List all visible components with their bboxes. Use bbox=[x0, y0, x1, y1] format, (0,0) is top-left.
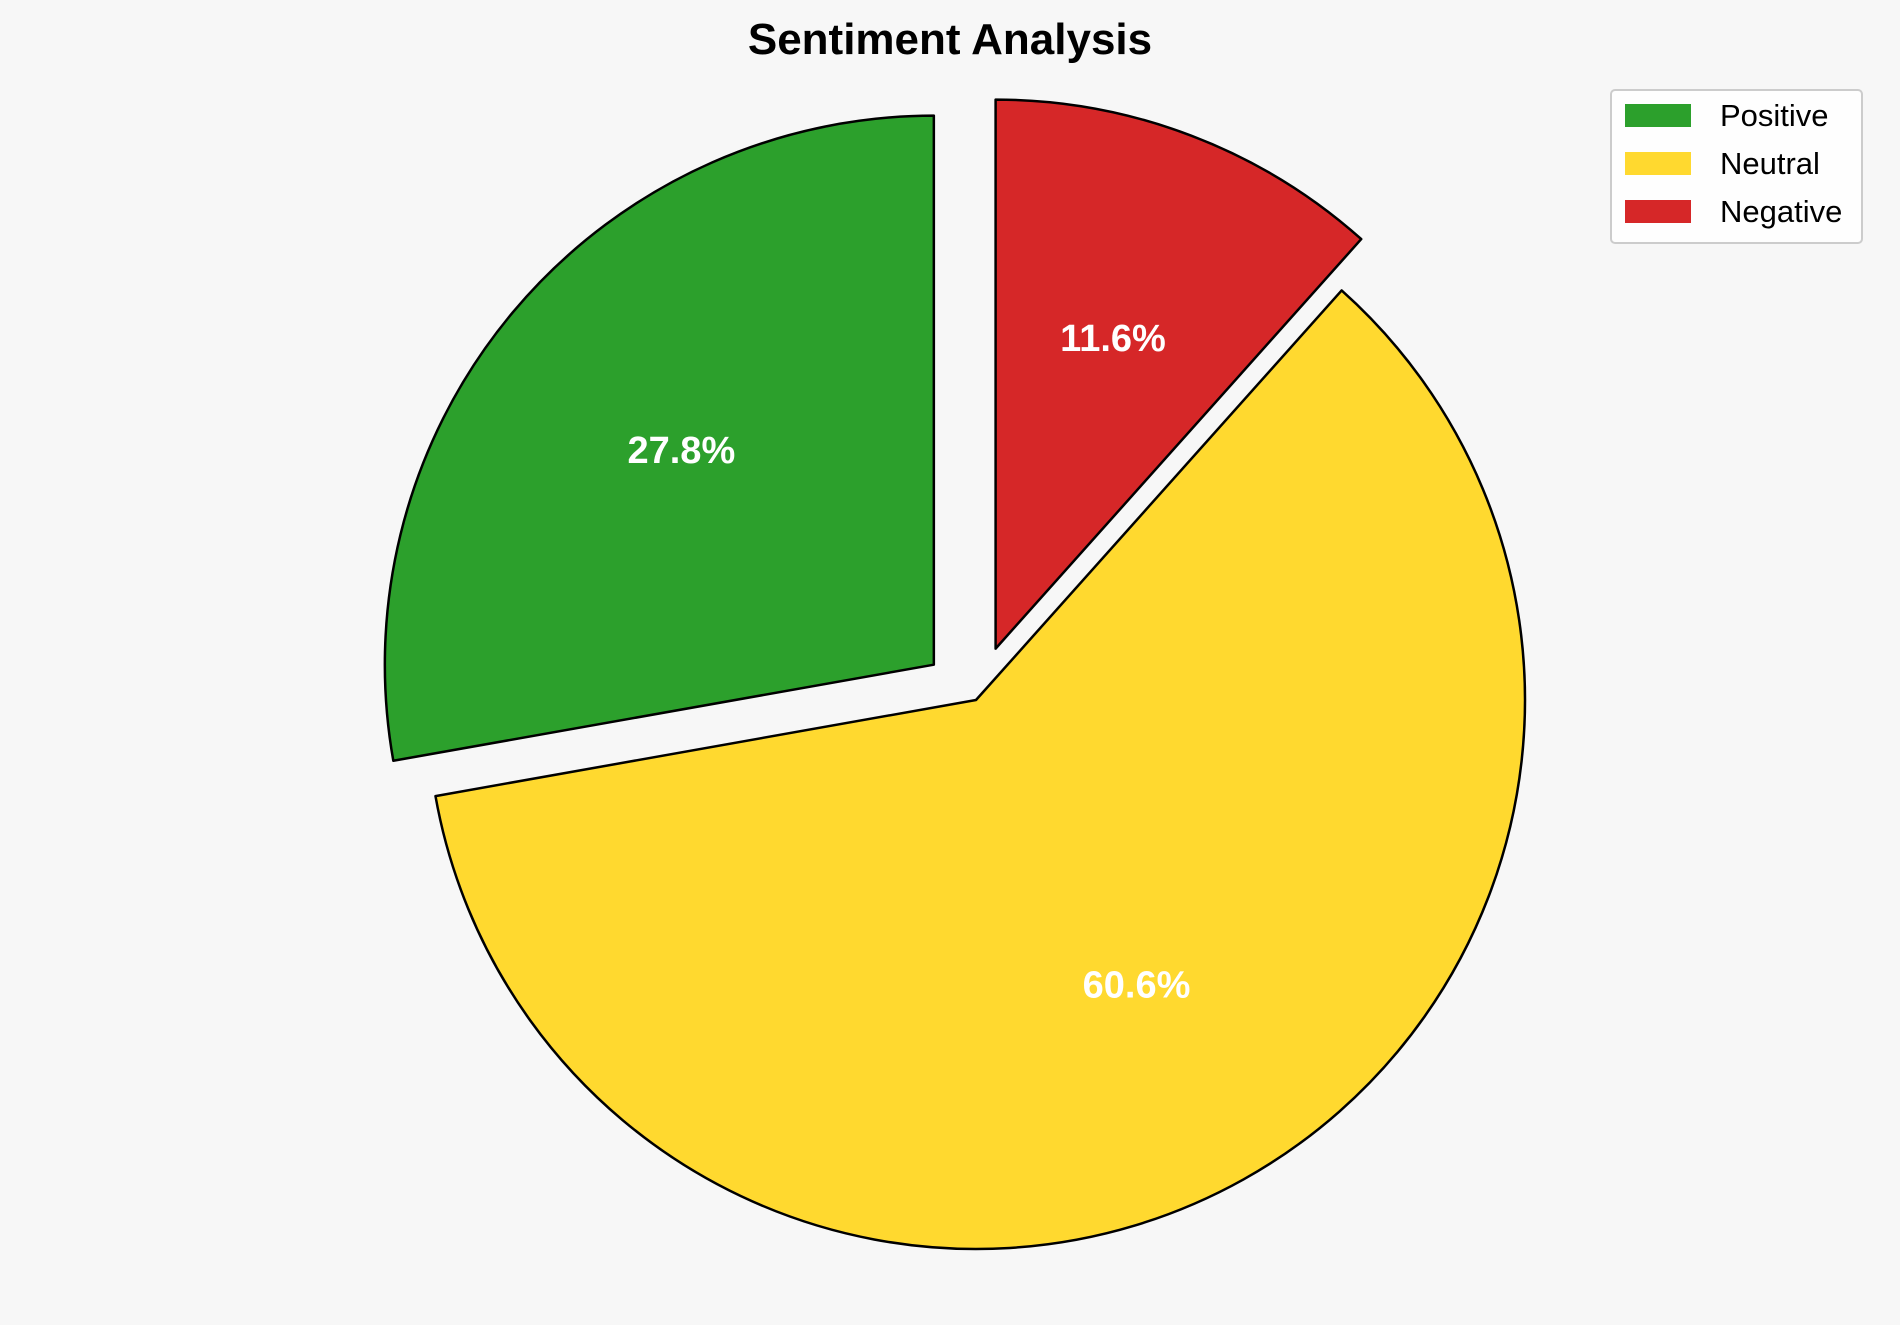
pie-slice-neutral bbox=[434, 289, 1527, 1251]
pie-slices bbox=[383, 98, 1527, 1251]
slice-label-positive: 27.8% bbox=[627, 430, 735, 472]
chart-title: Sentiment Analysis bbox=[748, 15, 1152, 64]
legend-swatch-neutral bbox=[1625, 152, 1691, 175]
legend-label-positive: Positive bbox=[1720, 98, 1829, 133]
legend-label-neutral: Neutral bbox=[1720, 146, 1820, 181]
legend-swatch-negative bbox=[1625, 200, 1691, 223]
legend: Positive Neutral Negative bbox=[1610, 89, 1863, 244]
slice-label-negative: 11.6% bbox=[1060, 318, 1166, 360]
pie-slice-negative bbox=[994, 98, 1363, 650]
slice-label-neutral: 60.6% bbox=[1083, 965, 1191, 1007]
pie-slice-positive bbox=[383, 114, 936, 763]
pie-labels: 27.8% 60.6% 11.6% bbox=[627, 318, 1190, 1007]
legend-label-negative: Negative bbox=[1720, 194, 1842, 229]
legend-swatch-positive bbox=[1625, 104, 1691, 127]
